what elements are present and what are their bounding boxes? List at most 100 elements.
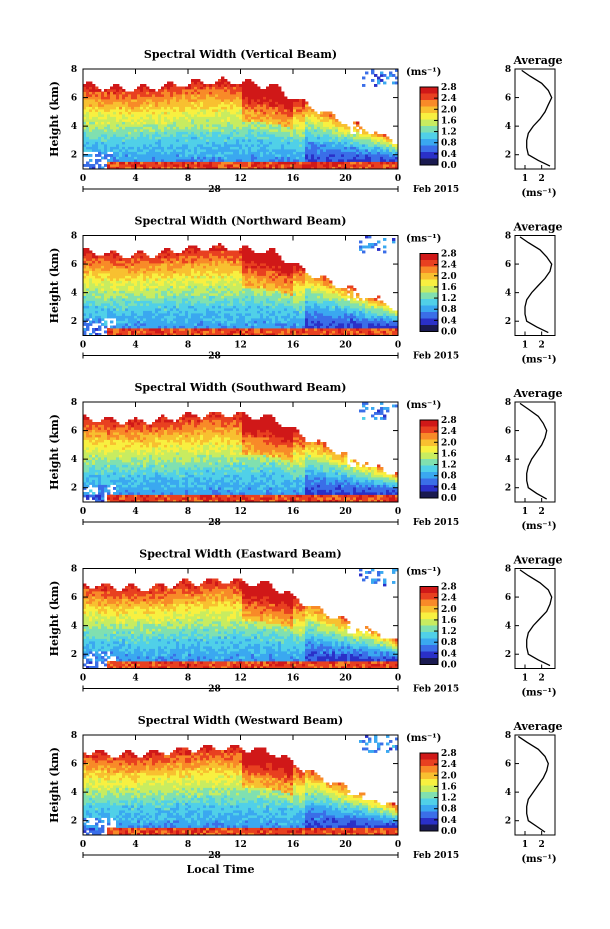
heatmap-cell <box>263 159 267 162</box>
heatmap-cell <box>185 333 189 336</box>
heatmap-cell <box>371 139 375 142</box>
heatmap-cell <box>101 149 105 152</box>
heatmap-cell <box>248 109 252 112</box>
heatmap-cell <box>272 134 276 137</box>
heatmap-cell <box>224 253 228 256</box>
heatmap-cell <box>242 285 246 289</box>
heatmap-cell <box>281 109 285 112</box>
heatmap-cell <box>167 255 171 259</box>
heatmap-cell <box>182 139 186 142</box>
heatmap-cell <box>116 278 120 281</box>
heatmap-cell <box>206 255 210 259</box>
heatmap-cell <box>263 126 267 130</box>
heatmap-cell <box>236 114 240 117</box>
heatmap-cell <box>215 315 219 319</box>
heatmap-cell <box>95 91 99 95</box>
heatmap-cell <box>359 139 363 142</box>
heatmap-cell <box>191 131 195 135</box>
heatmap-cell <box>374 164 378 167</box>
heatmap-cell <box>311 159 315 162</box>
heatmap-cell <box>101 293 105 296</box>
heatmap-cell <box>257 119 261 122</box>
heatmap-cell <box>191 268 195 271</box>
heatmap-cell <box>317 136 321 140</box>
heatmap-cell <box>137 310 141 314</box>
heatmap-cell <box>248 114 252 117</box>
heatmap-cell <box>89 333 93 336</box>
heatmap-cell <box>206 151 210 155</box>
heatmap-cell <box>107 131 111 135</box>
heatmap-cell <box>83 270 87 274</box>
heatmap-cell <box>191 300 195 304</box>
heatmap-cell <box>305 146 309 150</box>
heatmap-cell <box>194 300 198 304</box>
heatmap-cell <box>134 268 138 271</box>
heatmap-cell <box>83 255 87 259</box>
heatmap-cell <box>251 273 255 276</box>
heatmap-cell <box>323 126 327 130</box>
heatmap-cell <box>176 159 180 162</box>
heatmap-cell <box>188 104 192 107</box>
heatmap-cell <box>173 126 177 130</box>
heatmap-cell <box>125 111 129 115</box>
heatmap-cell <box>143 330 147 334</box>
heatmap-cell <box>281 99 285 102</box>
heatmap-cell <box>230 116 234 120</box>
heatmap-cell <box>101 303 105 306</box>
heatmap-cell <box>299 161 303 165</box>
heatmap-cell <box>242 106 246 110</box>
heatmap-cell <box>116 315 120 319</box>
heatmap-cell <box>110 250 114 254</box>
heatmap-cell <box>278 141 282 145</box>
heatmap-cell <box>209 149 213 152</box>
heatmap-cell <box>224 106 228 110</box>
heatmap-cell <box>374 134 378 137</box>
heatmap-cell <box>95 141 99 145</box>
heatmap-cell <box>113 288 117 291</box>
heatmap-cell <box>164 293 168 296</box>
heatmap-cell <box>395 154 399 157</box>
heatmap-cell <box>353 134 357 137</box>
heatmap-cell <box>368 151 372 155</box>
heatmap-cell <box>239 253 243 256</box>
heatmap-cell <box>143 99 147 102</box>
heatmap-cell <box>104 129 108 132</box>
heatmap-cell <box>242 330 246 334</box>
heatmap-cell <box>215 84 219 87</box>
heatmap-cell <box>167 268 171 271</box>
heatmap-cell <box>296 166 300 170</box>
heatmap-cell <box>224 300 228 304</box>
heatmap-cell <box>110 134 114 137</box>
heatmap-cell <box>179 270 183 274</box>
heatmap-cell <box>167 253 171 256</box>
heatmap-cell <box>188 325 192 329</box>
heatmap-cell <box>326 146 330 150</box>
heatmap-cell <box>134 159 138 162</box>
heatmap-cell <box>116 318 120 321</box>
heatmap-cell <box>92 303 96 306</box>
heatmap-cell <box>95 96 99 100</box>
heatmap-cell <box>101 268 105 271</box>
heatmap-cell <box>350 141 354 145</box>
heatmap-cell <box>206 265 210 269</box>
heatmap-cell <box>248 164 252 167</box>
heatmap-cell <box>137 258 141 261</box>
heatmap-cell <box>137 156 141 160</box>
heatmap-cell <box>374 159 378 162</box>
heatmap-cell <box>113 91 117 95</box>
heatmap-cell <box>173 164 177 167</box>
heatmap-cell <box>305 116 309 120</box>
heatmap-cell <box>284 159 288 162</box>
heatmap-cell <box>194 164 198 167</box>
heatmap-cell <box>242 156 246 160</box>
heatmap-cell <box>245 81 249 85</box>
heatmap-cell <box>86 305 90 309</box>
heatmap-cell <box>185 166 189 170</box>
heatmap-cell <box>116 139 120 142</box>
heatmap-cell <box>188 111 192 115</box>
heatmap-cell <box>176 114 180 117</box>
heatmap-cell <box>113 141 117 145</box>
heatmap-cell <box>230 318 234 321</box>
heatmap-cell <box>209 144 213 147</box>
heatmap-cell <box>107 139 111 142</box>
